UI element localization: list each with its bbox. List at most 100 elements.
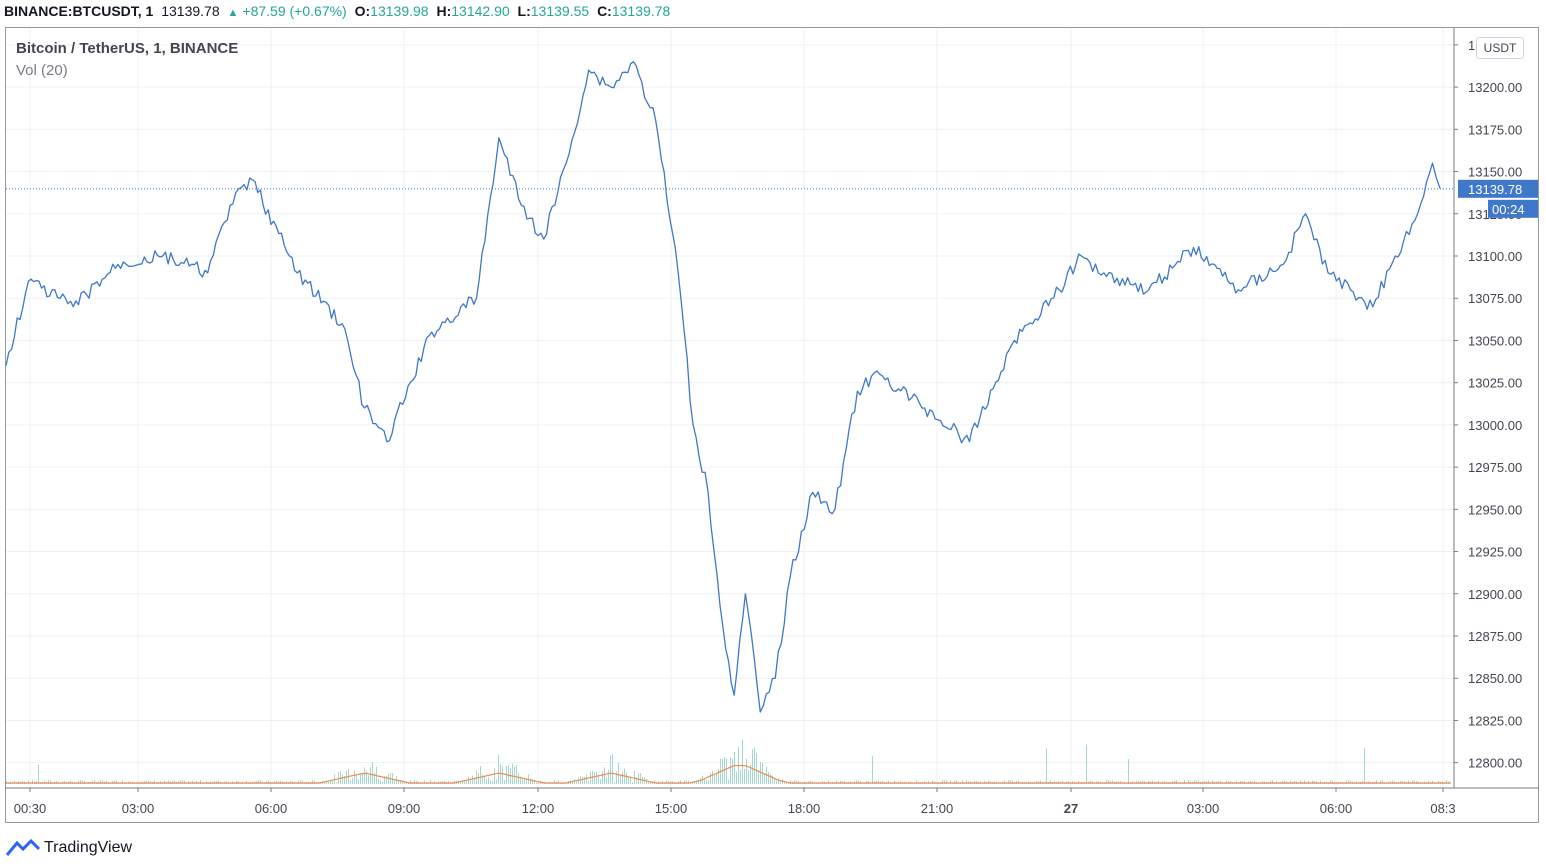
- volume-bar: [722, 759, 723, 784]
- volume-bar: [616, 771, 617, 784]
- volume-bar: [1364, 747, 1365, 784]
- volume-bar: [236, 780, 237, 784]
- volume-bar: [626, 772, 627, 784]
- volume-bar: [780, 781, 781, 784]
- volume-bar: [748, 769, 749, 784]
- volume-bar: [356, 774, 357, 784]
- volume-pane: [6, 739, 1451, 784]
- symbol-name[interactable]: BINANCE:BTCUSDT, 1: [4, 3, 154, 19]
- volume-bar: [1230, 780, 1231, 784]
- volume-bar: [790, 780, 791, 784]
- volume-bar: [350, 780, 351, 784]
- volume-bar: [504, 779, 505, 784]
- volume-bar: [382, 782, 383, 784]
- volume-bar: [330, 780, 331, 784]
- volume-bar: [794, 780, 795, 784]
- volume-bar: [392, 773, 393, 784]
- volume-bar: [28, 780, 29, 784]
- volume-bar: [1380, 780, 1381, 784]
- volume-bar: [1290, 780, 1291, 784]
- volume-bar: [1152, 780, 1153, 784]
- chart-grid: [6, 28, 1454, 788]
- volume-bar: [404, 782, 405, 784]
- volume-bar: [1040, 780, 1041, 784]
- volume-bar: [1112, 780, 1113, 784]
- volume-bar: [394, 780, 395, 784]
- volume-bar: [756, 753, 757, 784]
- volume-bar: [380, 779, 381, 784]
- volume-bar: [168, 780, 169, 784]
- volume-bar: [1196, 780, 1197, 784]
- x-tick-label: 12:00: [522, 801, 555, 816]
- volume-bar: [378, 778, 379, 784]
- volume-bar: [494, 768, 495, 784]
- volume-bar: [594, 772, 595, 784]
- volume-bar: [1412, 780, 1413, 784]
- volume-bar: [942, 780, 943, 784]
- volume-bar: [1244, 780, 1245, 784]
- volume-bar: [38, 764, 39, 784]
- volume-bar: [916, 780, 917, 784]
- volume-bar: [312, 780, 313, 784]
- volume-bar: [534, 779, 535, 784]
- volume-bar: [180, 780, 181, 784]
- up-triangle-icon: ▲: [227, 7, 239, 19]
- volume-bar: [1392, 780, 1393, 784]
- volume-bar: [516, 765, 517, 784]
- volume-bar: [1220, 780, 1221, 784]
- volume-bar: [608, 769, 609, 784]
- volume-bar: [1450, 781, 1451, 784]
- volume-bar: [1176, 780, 1177, 784]
- volume-bar: [484, 776, 485, 784]
- volume-bar: [488, 776, 489, 784]
- volume-bar: [518, 773, 519, 784]
- volume-bar: [144, 780, 145, 784]
- volume-bar: [764, 773, 765, 784]
- volume-bar: [944, 780, 945, 784]
- symbol-header: BINANCE:BTCUSDT, 1 13139.78 ▲ +87.59 (+0.…: [0, 0, 1546, 22]
- volume-bar: [894, 780, 895, 784]
- volume-bar: [576, 780, 577, 784]
- volume-bar: [716, 774, 717, 784]
- volume-bar: [618, 762, 619, 784]
- countdown-tag: [1488, 199, 1538, 218]
- volume-bar: [496, 779, 497, 784]
- volume-bar: [1136, 780, 1137, 784]
- tradingview-logo[interactable]: TradingView: [6, 836, 132, 860]
- volume-bar: [1046, 748, 1047, 784]
- volume-bar: [1194, 780, 1195, 784]
- volume-bar: [946, 780, 947, 784]
- currency-unit-button[interactable]: USDT: [1476, 37, 1524, 59]
- volume-bar: [610, 755, 611, 784]
- volume-bar: [572, 782, 573, 784]
- y-tick-label: 13000.00: [1468, 418, 1522, 433]
- volume-bar: [1332, 780, 1333, 784]
- volume-bar: [182, 780, 183, 784]
- volume-bar: [386, 775, 387, 784]
- volume-bar: [510, 768, 511, 784]
- volume-bar: [620, 775, 621, 784]
- volume-bar: [340, 771, 341, 784]
- volume-bar: [522, 777, 523, 784]
- low-value: 13139.55: [530, 3, 590, 19]
- volume-bar: [966, 780, 967, 784]
- volume-bar: [336, 782, 337, 784]
- chart-title: Bitcoin / TetherUS, 1, BINANCE: [16, 40, 239, 57]
- volume-bar: [758, 769, 759, 784]
- volume-bar: [476, 770, 477, 784]
- volume-bar: [342, 774, 343, 784]
- volume-indicator-label[interactable]: Vol (20): [16, 62, 68, 79]
- x-tick-label: 09:00: [388, 801, 421, 816]
- volume-bar: [424, 780, 425, 784]
- volume-bar: [370, 767, 371, 784]
- volume-bar: [164, 780, 165, 784]
- volume-bar: [796, 780, 797, 784]
- volume-bar: [80, 780, 81, 784]
- volume-bar: [712, 770, 713, 784]
- volume-bar: [636, 777, 637, 784]
- volume-bar: [352, 777, 353, 784]
- x-tick-label: 06:00: [1320, 801, 1353, 816]
- volume-bar: [402, 780, 403, 784]
- volume-bar: [1142, 780, 1143, 784]
